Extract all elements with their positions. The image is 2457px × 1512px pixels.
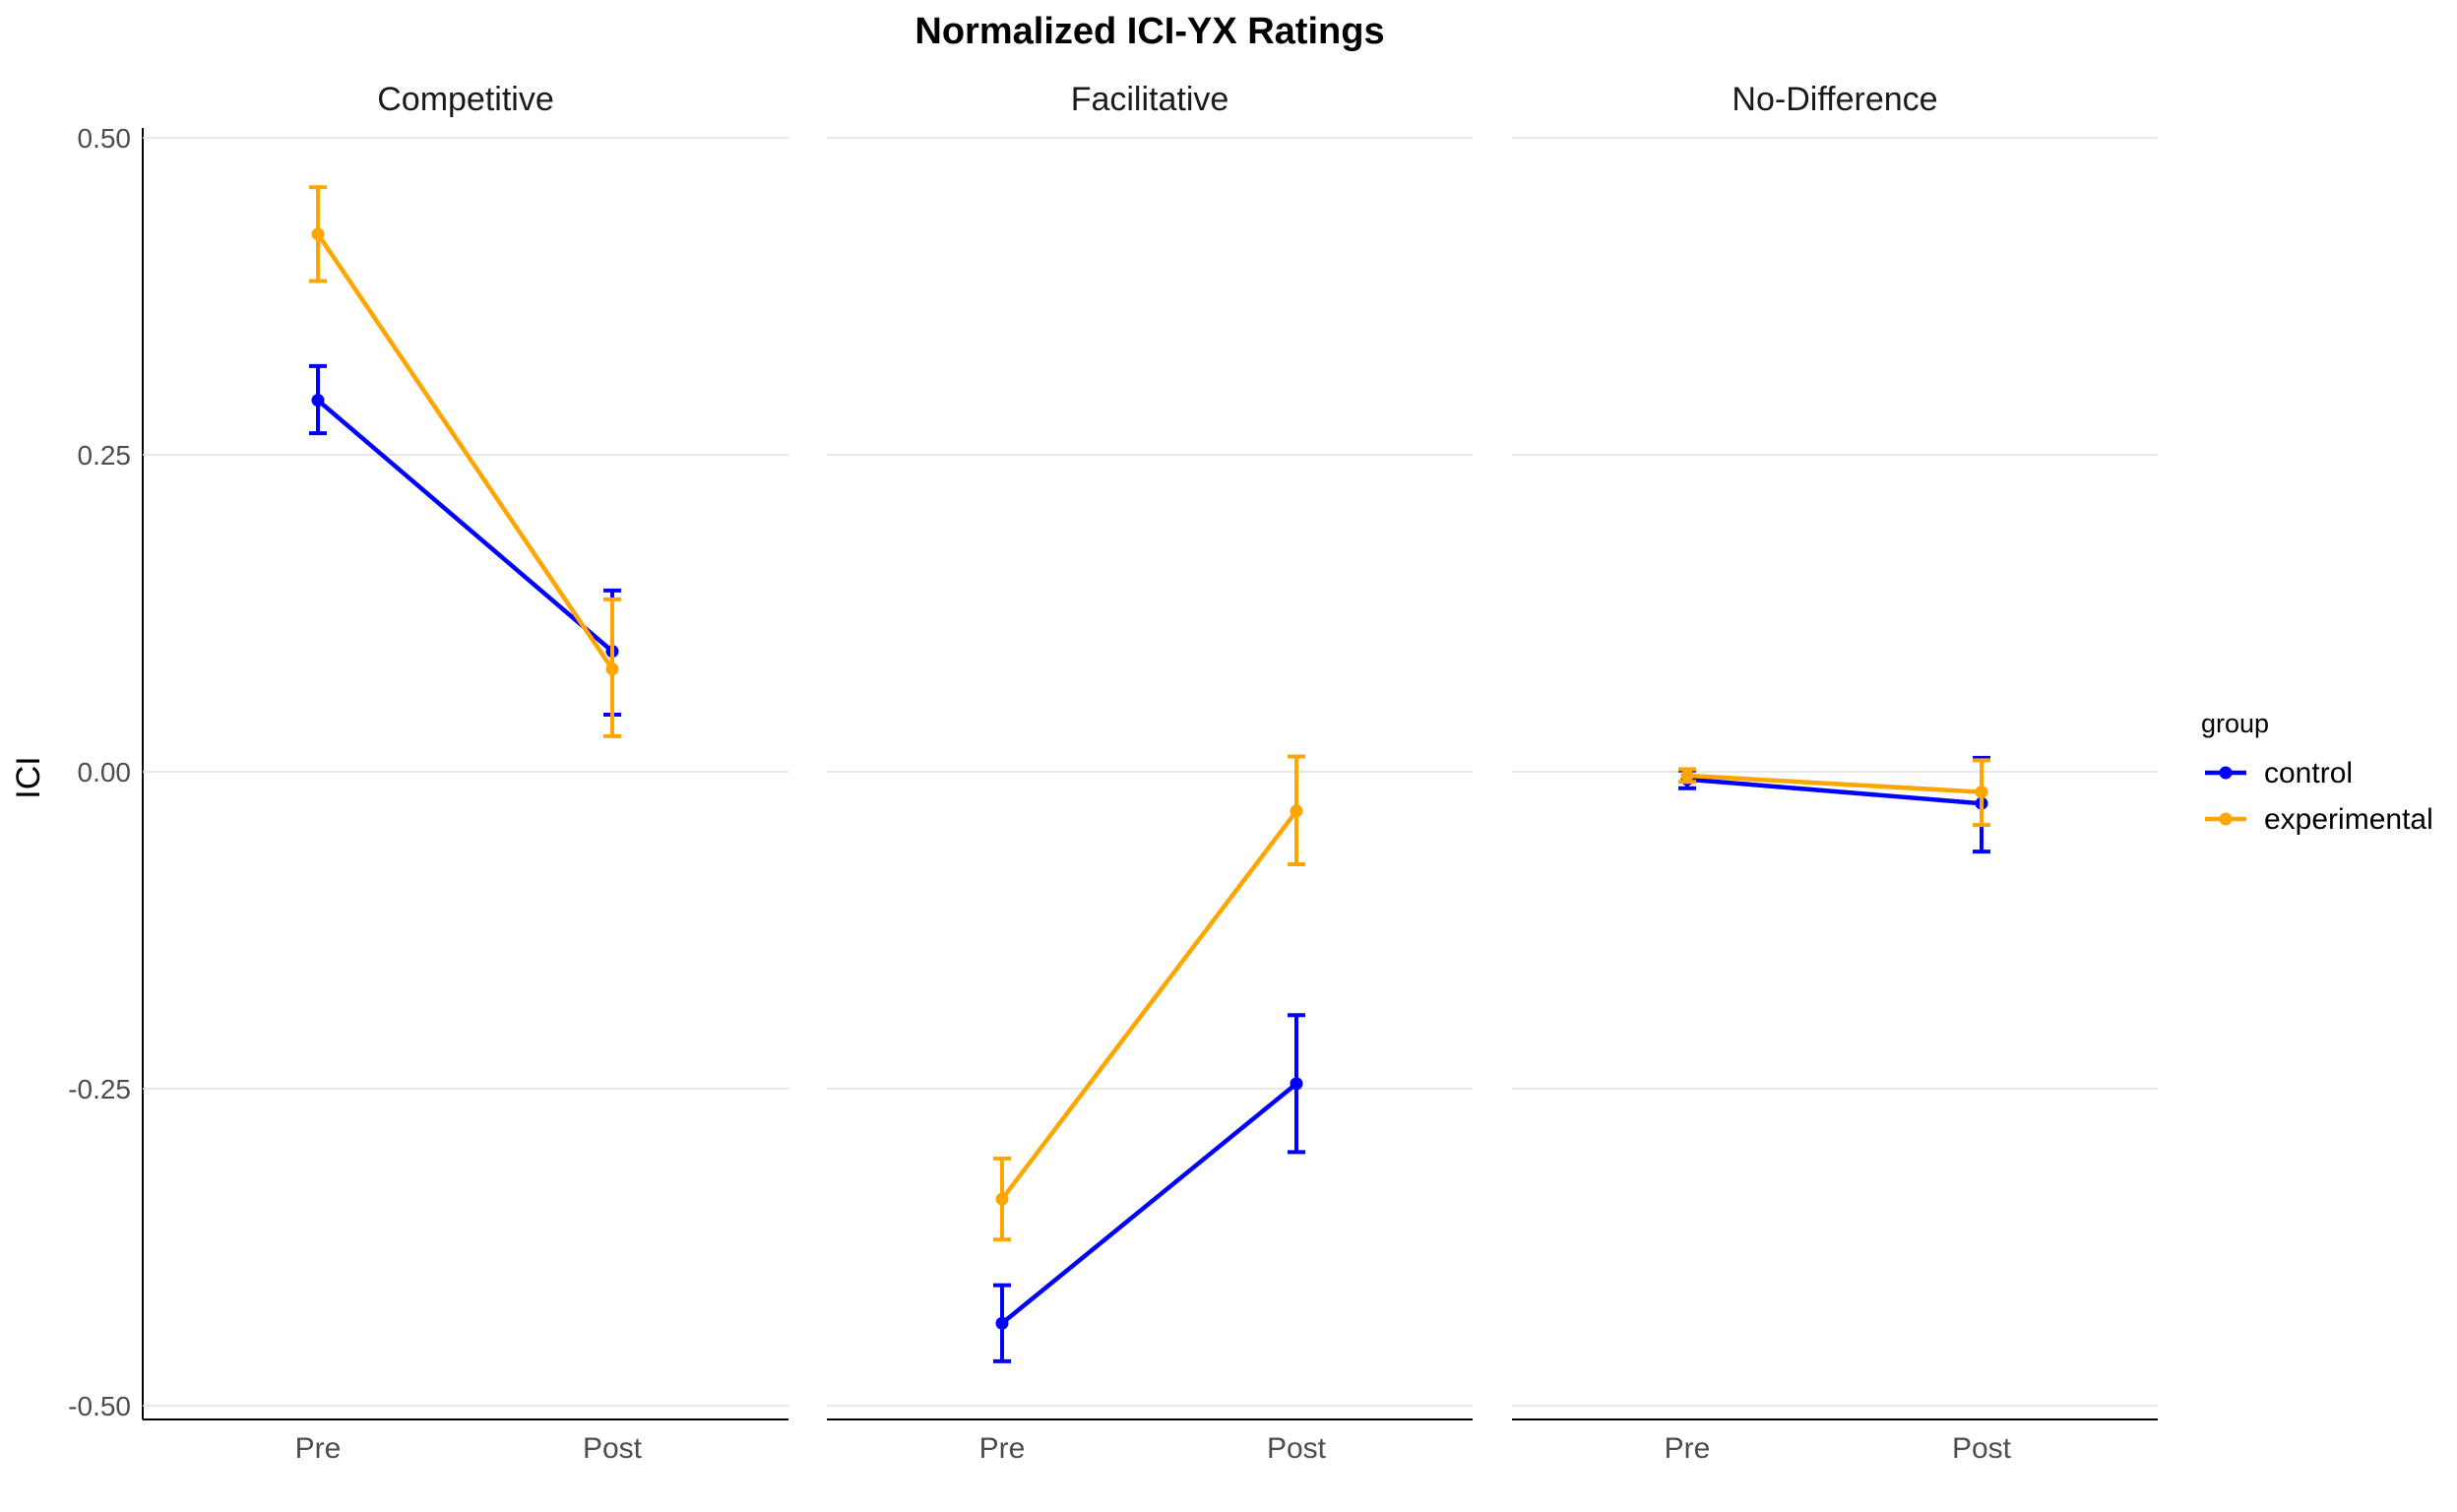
data-point-control (1290, 1077, 1303, 1091)
legend-title: group (2201, 709, 2269, 738)
x-tick-label: Post (1952, 1432, 2012, 1465)
facet-title: Competitive (377, 81, 554, 118)
y-tick-label: 0.50 (78, 123, 132, 154)
legend-key-point-experimental (2219, 812, 2233, 826)
y-tick-label: 0.25 (78, 440, 132, 471)
facet-panels: 0.50 0.25 0.00 -0.25 -0.50 Competitive Pre Post… (68, 81, 2158, 1465)
data-point-control (995, 1316, 1009, 1330)
x-tick-label: Pre (1665, 1432, 1711, 1465)
data-point-control (311, 394, 325, 408)
legend-label-experimental: experimental (2264, 803, 2433, 836)
y-axis-title: ICI (10, 756, 47, 798)
legend-label-control: control (2264, 757, 2353, 789)
facet-panel-0: Competitive Pre Post (143, 81, 788, 1465)
facet-panel-1: Facilitative Pre Post (827, 81, 1473, 1465)
data-point-experimental (1290, 804, 1303, 818)
series-line-control (316, 398, 614, 654)
y-tick-label: -0.50 (68, 1391, 131, 1421)
series-line-experimental (1000, 809, 1298, 1201)
data-point-experimental (311, 227, 325, 241)
facet-title: Facilitative (1071, 81, 1229, 118)
chart-title: Normalized ICI-YX Ratings (914, 11, 1384, 52)
x-tick-label: Post (1267, 1432, 1327, 1465)
series-line-control (1000, 1082, 1298, 1326)
x-tick-label: Pre (979, 1432, 1026, 1465)
data-point-experimental (605, 662, 619, 676)
legend: group control experimental (2201, 709, 2433, 836)
series-line-control (1686, 777, 1983, 806)
legend-key-point-control (2219, 766, 2233, 780)
series-line-experimental (1686, 773, 1983, 794)
facet-title: No-Difference (1732, 81, 1937, 118)
data-point-experimental (995, 1192, 1009, 1206)
data-point-experimental (1975, 786, 1988, 799)
data-point-experimental (1680, 769, 1694, 783)
y-tick-label: -0.25 (68, 1074, 131, 1104)
y-tick-label: 0.00 (78, 757, 132, 788)
series-line-experimental (316, 232, 614, 670)
facet-panel-2: No-Difference Pre Post (1512, 81, 2158, 1465)
x-tick-label: Post (583, 1432, 643, 1465)
x-tick-label: Pre (295, 1432, 342, 1465)
